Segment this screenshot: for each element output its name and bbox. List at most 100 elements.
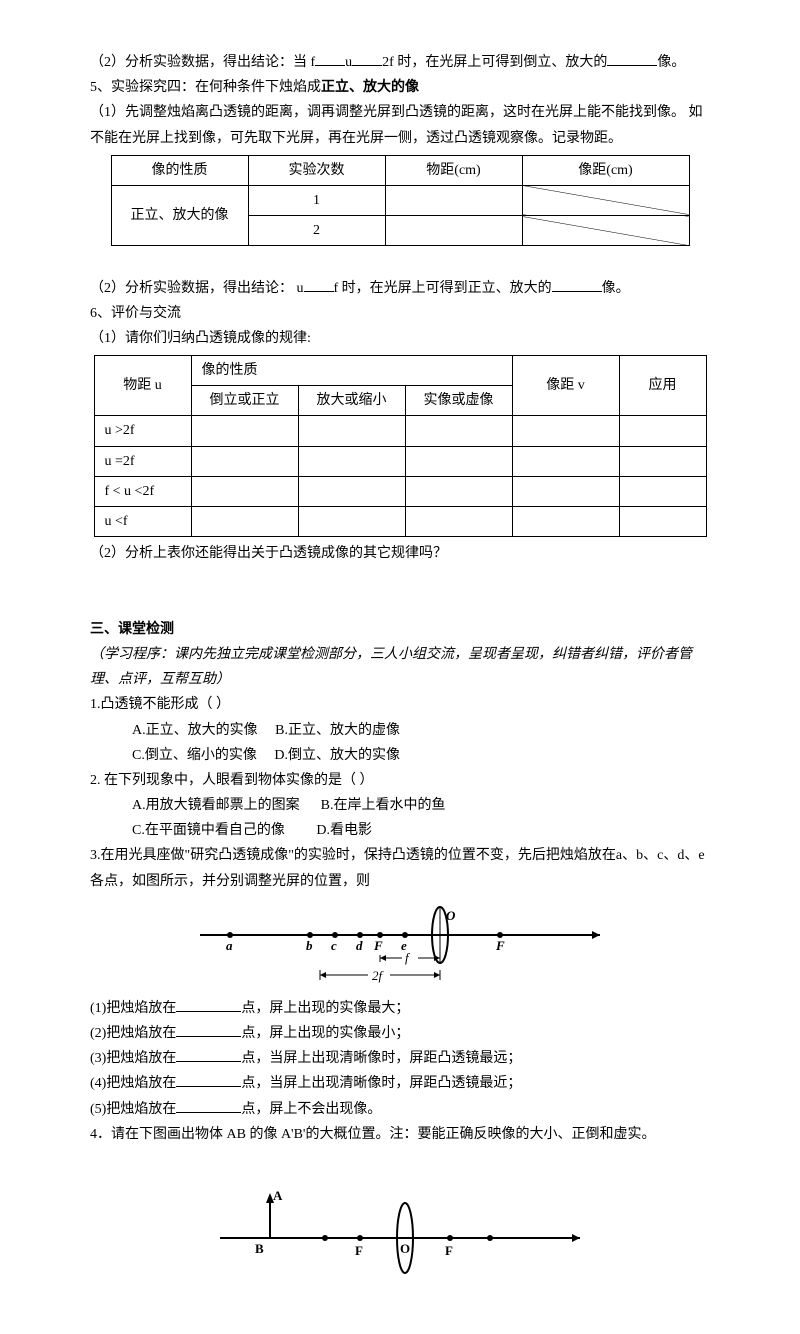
blank[interactable] [176, 1022, 241, 1037]
opt-d[interactable]: D.倒立、放大的实像 [274, 748, 400, 763]
experiment-table-1: 像的性质 实验次数 物距(cm) 像距(cm) 正立、放大的像 1 2 [111, 155, 690, 247]
svg-text:d: d [356, 938, 363, 953]
mc1-opts: A.正立、放大的实像 B.正立、放大的虚像 C.倒立、缩小的实像 D.倒立、放大… [90, 718, 710, 768]
cell-na [522, 185, 689, 215]
q6-1: （1）请你们归纳凸透镜成像的规律: [90, 326, 710, 351]
cell[interactable] [385, 185, 522, 215]
svg-text:a: a [226, 938, 233, 953]
blank[interactable] [176, 997, 241, 1012]
cell-nature: 正立、放大的像 [111, 185, 248, 245]
blank[interactable] [352, 51, 382, 66]
text: 像。 [602, 281, 630, 296]
header: 物距 u [94, 356, 191, 416]
fill-5: (5)把烛焰放在点，屏上不会出现像。 [90, 1097, 710, 1122]
cell[interactable] [512, 416, 619, 446]
blank[interactable] [315, 51, 345, 66]
svg-text:F: F [495, 938, 505, 953]
text: （2）分析实验数据，得出结论：当 f [90, 55, 315, 70]
row-label: u <f [94, 507, 191, 537]
cell[interactable] [619, 416, 706, 446]
cell[interactable] [191, 507, 298, 537]
cell[interactable] [512, 446, 619, 476]
mc2-opts: A.用放大镜看邮票上的图案 B.在岸上看水中的鱼 C.在平面镜中看自己的像 D.… [90, 793, 710, 843]
cell[interactable] [298, 507, 405, 537]
cell[interactable] [512, 476, 619, 506]
fill-2: (2)把烛焰放在点，屏上出现的实像最小； [90, 1021, 710, 1046]
cell: 2 [248, 216, 385, 246]
subheader: 倒立或正立 [191, 386, 298, 416]
analysis-2: （2）分析实验数据，得出结论：当 f u 2f 时，在光屏上可得到倒立、放大的 像。 [90, 50, 710, 75]
cell-na [522, 216, 689, 246]
text: （2）分析实验数据，得出结论： u [90, 281, 304, 296]
opt-b[interactable]: B.正立、放大的虚像 [275, 723, 400, 738]
blank[interactable] [552, 277, 602, 292]
subheader: 实像或虚像 [405, 386, 512, 416]
cell[interactable] [405, 446, 512, 476]
text: f 时，在光屏上可得到正立、放大的 [334, 281, 552, 296]
cell[interactable] [298, 446, 405, 476]
cell[interactable] [619, 507, 706, 537]
mc3-stem: 3.在用光具座做"研究凸透镜成像"的实验时，保持凸透镜的位置不变，先后把烛焰放在… [90, 843, 710, 893]
optics-diagram-1: O a b c d F e F f 2f [190, 900, 610, 990]
opt-c[interactable]: C.倒立、缩小的实像 [132, 748, 257, 763]
q6-2: （2）分析上表你还能得出关于凸透镜成像的其它规律吗？ [90, 541, 710, 566]
header-objdist: 物距(cm) [385, 155, 522, 185]
text: 5、实验探究四： [90, 80, 195, 95]
blank[interactable] [304, 277, 334, 292]
opt-d[interactable]: D.看电影 [316, 823, 372, 838]
svg-text:F: F [373, 938, 383, 953]
svg-text:O: O [400, 1241, 410, 1256]
blank[interactable] [176, 1072, 241, 1087]
header: 应用 [619, 356, 706, 416]
blank[interactable] [176, 1047, 241, 1062]
svg-text:b: b [306, 938, 313, 953]
emphasis: 正立、放大的像 [321, 80, 419, 95]
section-3-title: 三、课堂检测 [90, 617, 710, 642]
svg-text:F: F [355, 1243, 363, 1258]
mc2-stem: 2. 在下列现象中，人眼看到物体实像的是（ ） [90, 768, 710, 793]
cell[interactable] [512, 507, 619, 537]
cell[interactable] [385, 216, 522, 246]
subheader: 放大或缩小 [298, 386, 405, 416]
header-count: 实验次数 [248, 155, 385, 185]
study-note: （学习程序：课内先独立完成课堂检测部分，三人小组交流，呈现者呈现，纠错者纠错，评… [90, 642, 710, 692]
mc1-stem: 1.凸透镜不能形成（ ） [90, 692, 710, 717]
cell[interactable] [619, 476, 706, 506]
opt-c[interactable]: C.在平面镜中看自己的像 [132, 823, 285, 838]
text: u [345, 55, 352, 70]
text: 像。 [657, 55, 685, 70]
section-5-title: 5、实验探究四：在何种条件下烛焰成正立、放大的像 [90, 75, 710, 100]
opt-a[interactable]: A.用放大镜看邮票上的图案 [132, 798, 300, 813]
cell[interactable] [405, 476, 512, 506]
cell[interactable] [191, 416, 298, 446]
opt-b[interactable]: B.在岸上看水中的鱼 [321, 798, 446, 813]
cell[interactable] [191, 476, 298, 506]
header-nature: 像的性质 [111, 155, 248, 185]
step-1-text: （1）先调整烛焰离凸透镜的距离，调再调整光屏到凸透镜的距离，这时在光屏上能不能找… [90, 100, 710, 150]
svg-text:A: A [273, 1188, 283, 1203]
svg-text:O: O [446, 908, 456, 923]
cell: 1 [248, 185, 385, 215]
cell[interactable] [298, 416, 405, 446]
blank[interactable] [176, 1098, 241, 1113]
cell[interactable] [191, 446, 298, 476]
q4: 4．请在下图画出物体 AB 的像 A'B'的大概位置。注：要能正确反映像的大小、… [90, 1122, 710, 1147]
svg-text:F: F [445, 1243, 453, 1258]
cell[interactable] [619, 446, 706, 476]
svg-text:c: c [331, 938, 337, 953]
fill-3: (3)把烛焰放在点，当屏上出现清晰像时，屏距凸透镜最远； [90, 1046, 710, 1071]
blank[interactable] [607, 51, 657, 66]
fill-4: (4)把烛焰放在点，当屏上出现清晰像时，屏距凸透镜最近； [90, 1071, 710, 1096]
cell[interactable] [405, 507, 512, 537]
header: 像的性质 [191, 356, 512, 386]
opt-a[interactable]: A.正立、放大的实像 [132, 723, 258, 738]
text: 2f 时，在光屏上可得到倒立、放大的 [382, 55, 607, 70]
cell[interactable] [298, 476, 405, 506]
rules-table: 物距 u 像的性质 像距 v 应用 倒立或正立 放大或缩小 实像或虚像 u >2… [94, 355, 707, 537]
svg-text:2f: 2f [372, 968, 385, 983]
cell[interactable] [405, 416, 512, 446]
optics-diagram-2: O A B F F [210, 1178, 590, 1278]
text: 在何种条件下烛焰成 [195, 80, 321, 95]
row-label: u >2f [94, 416, 191, 446]
row-label: u =2f [94, 446, 191, 476]
